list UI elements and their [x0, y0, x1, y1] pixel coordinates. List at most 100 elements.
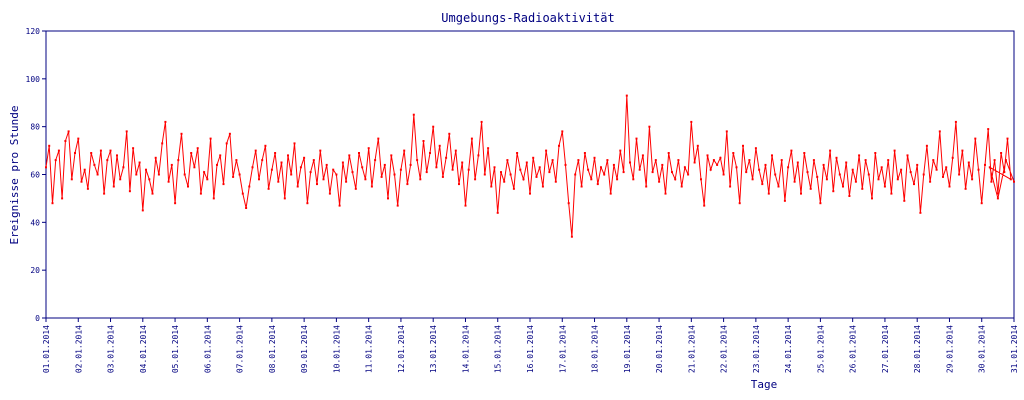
- data-point: [67, 130, 70, 133]
- data-point: [690, 120, 693, 123]
- data-point: [735, 166, 738, 169]
- data-point: [438, 144, 441, 147]
- data-point: [264, 144, 267, 147]
- x-tick-label: 21.01.2014: [687, 325, 696, 373]
- data-point: [793, 180, 796, 183]
- data-point: [764, 163, 767, 166]
- data-point: [219, 154, 222, 157]
- data-point: [971, 178, 974, 181]
- data-point: [580, 185, 583, 188]
- data-point: [993, 159, 996, 162]
- x-tick-label: 04.01.2014: [139, 325, 148, 373]
- data-point: [738, 202, 741, 205]
- data-point: [696, 144, 699, 147]
- data-point: [57, 149, 60, 152]
- data-point: [809, 187, 812, 190]
- data-point: [887, 159, 890, 162]
- data-point: [245, 207, 248, 209]
- x-tick-label: 23.01.2014: [752, 325, 761, 373]
- data-point: [474, 178, 477, 181]
- data-point: [396, 204, 399, 207]
- data-point: [629, 161, 631, 164]
- data-point: [935, 168, 938, 171]
- data-point: [299, 166, 302, 169]
- x-tick-label: 08.01.2014: [268, 325, 277, 373]
- data-point: [403, 149, 406, 152]
- data-point: [780, 159, 783, 162]
- data-point: [116, 154, 118, 157]
- data-point: [503, 180, 506, 183]
- data-point: [461, 161, 464, 164]
- data-point: [445, 156, 448, 159]
- data-point: [967, 161, 970, 164]
- y-tick-label: 20: [30, 266, 40, 275]
- data-point: [248, 185, 251, 188]
- data-point: [871, 197, 873, 200]
- data-point: [351, 171, 354, 174]
- data-point: [496, 211, 499, 214]
- data-point: [161, 142, 164, 145]
- data-point: [425, 171, 428, 174]
- data-point: [645, 185, 648, 188]
- data-point: [74, 152, 76, 154]
- data-point: [296, 185, 299, 188]
- data-point: [558, 144, 560, 147]
- x-tick-label: 27.01.2014: [881, 325, 890, 373]
- data-point: [377, 137, 380, 140]
- data-point: [332, 168, 335, 171]
- data-point: [729, 185, 732, 188]
- data-point: [545, 149, 548, 152]
- data-point: [716, 163, 719, 166]
- data-point: [325, 163, 328, 166]
- data-point: [51, 202, 54, 205]
- data-point: [541, 185, 544, 188]
- data-point: [564, 163, 567, 166]
- data-point: [625, 94, 628, 97]
- data-point: [422, 140, 425, 142]
- data-point: [535, 175, 538, 178]
- data-point: [458, 183, 460, 186]
- data-point: [167, 180, 170, 183]
- data-point: [367, 147, 370, 150]
- x-tick-label: 05.01.2014: [171, 325, 180, 373]
- x-axis: 01.01.2014 02.01.2014 03.01.2014 04.01.2014…: [42, 318, 1019, 373]
- data-point: [312, 159, 315, 162]
- x-tick-label: 06.01.2014: [203, 325, 212, 373]
- data-point: [903, 199, 906, 202]
- data-point: [254, 149, 257, 152]
- data-point: [490, 185, 493, 188]
- data-point: [609, 192, 612, 195]
- data-point: [293, 142, 296, 145]
- data-point: [170, 163, 173, 166]
- x-tick-label: 30.01.2014: [978, 325, 987, 373]
- x-axis-label: Tage: [751, 378, 778, 391]
- data-point: [235, 159, 238, 162]
- y-tick-label: 0: [35, 314, 40, 323]
- data-point: [203, 171, 206, 174]
- data-point: [374, 159, 377, 162]
- data-point: [654, 159, 657, 162]
- data-point: [922, 173, 925, 176]
- data-point: [554, 180, 557, 183]
- data-point: [319, 149, 322, 152]
- data-point: [977, 168, 980, 171]
- data-point: [96, 173, 99, 176]
- data-point: [222, 183, 225, 186]
- data-point: [622, 171, 625, 174]
- data-point: [667, 152, 670, 154]
- data-point: [132, 147, 135, 150]
- data-point: [900, 168, 903, 171]
- chart-title: Umgebungs-Radioaktivität: [441, 11, 614, 25]
- data-point: [996, 192, 999, 195]
- data-point: [1006, 137, 1009, 140]
- data-point: [216, 163, 218, 166]
- data-point: [748, 159, 751, 162]
- data-point: [522, 178, 525, 181]
- x-tick-label: 31.01.2014: [1010, 325, 1019, 373]
- data-point: [383, 163, 386, 166]
- data-point: [687, 173, 690, 176]
- data-point: [664, 192, 667, 195]
- data-point: [848, 195, 851, 197]
- data-point: [754, 147, 757, 150]
- data-point: [335, 173, 338, 176]
